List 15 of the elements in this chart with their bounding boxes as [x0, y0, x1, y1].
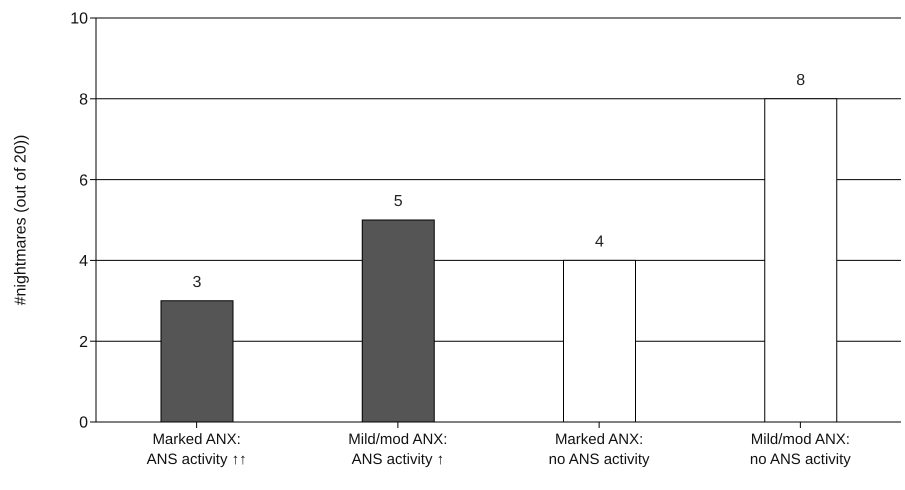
- data-label: 8: [796, 72, 806, 89]
- x-tick-label: Marked ANX: no ANS activity: [548, 431, 650, 468]
- data-label: 3: [192, 274, 202, 291]
- x-tick-label: Mild/mod ANX: ANS activity ↑: [348, 431, 448, 468]
- data-label: 4: [595, 233, 604, 250]
- y-tick-label: 8: [79, 91, 88, 108]
- y-tick-label: 6: [79, 172, 88, 190]
- y-axis-title: #nightmares (out of 20)): [12, 134, 30, 306]
- y-tick-label: 4: [79, 253, 88, 270]
- data-label: 5: [394, 193, 403, 210]
- y-tick-label: 10: [70, 10, 88, 28]
- x-tick-label: Mild/mod ANX: no ANS activity: [750, 431, 852, 468]
- x-tick-label: Marked ANX: ANS activity ↑↑: [146, 431, 247, 468]
- y-tick-label: 2: [79, 334, 88, 351]
- y-tick-label: 0: [79, 414, 88, 432]
